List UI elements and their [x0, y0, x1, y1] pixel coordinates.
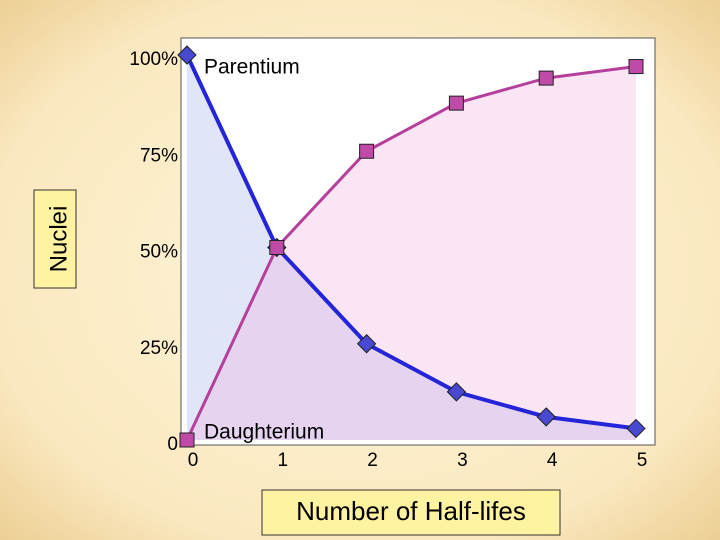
series-line	[185, 65, 637, 441]
plot-area	[180, 37, 656, 446]
marker	[269, 240, 285, 255]
marker	[359, 143, 375, 159]
y-tick-label: 100%	[129, 49, 178, 70]
series-area	[187, 66, 636, 441]
x-axis-title: Number of Half-lifes	[296, 496, 526, 526]
marker	[177, 45, 197, 65]
series-area	[187, 55, 636, 440]
marker	[628, 59, 644, 75]
legend-label: Daughterium	[204, 421, 324, 444]
marker	[536, 407, 556, 427]
marker	[179, 432, 195, 448]
x-tick-label: 1	[278, 450, 289, 471]
marker	[448, 95, 464, 111]
y-tick-label: 25%	[140, 338, 178, 359]
x-tick-label: 3	[457, 450, 468, 471]
marker	[356, 334, 377, 354]
y-label-box	[33, 189, 77, 289]
y-tick-label: 0	[167, 434, 178, 455]
y-tick-label: 50%	[140, 242, 178, 263]
y-tick-label: 75%	[140, 145, 178, 166]
x-tick-label: 4	[547, 450, 558, 471]
series-line	[185, 54, 637, 431]
legend-label: Parentium	[204, 56, 300, 79]
x-tick-label: 0	[188, 450, 199, 471]
marker	[538, 70, 554, 86]
marker	[626, 418, 646, 439]
x-label-box	[261, 489, 561, 536]
x-tick-label: 2	[367, 450, 378, 471]
x-tick-label: 5	[637, 450, 648, 471]
marker	[446, 382, 467, 402]
y-axis-title: Nuclei	[45, 206, 72, 273]
